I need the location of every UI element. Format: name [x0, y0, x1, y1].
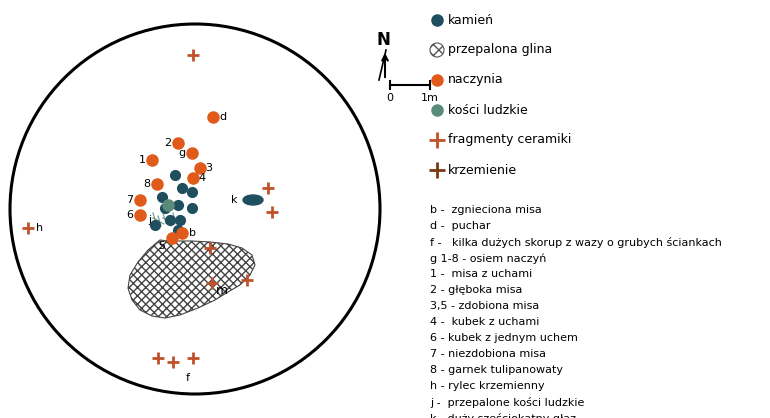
- Text: h: h: [36, 223, 43, 233]
- Text: k: k: [230, 195, 237, 205]
- Text: b: b: [189, 228, 196, 238]
- Text: N: N: [376, 31, 390, 49]
- Text: fragmenty ceramiki: fragmenty ceramiki: [448, 133, 571, 146]
- Text: 4 -  kubek z uchami: 4 - kubek z uchami: [430, 317, 539, 327]
- Text: m: m: [216, 283, 228, 296]
- Text: 4: 4: [199, 173, 206, 183]
- Text: j -  przepalone kości ludzkie: j - przepalone kości ludzkie: [430, 397, 584, 408]
- Text: h - rylec krzemienny: h - rylec krzemienny: [430, 381, 544, 391]
- Text: 6 - kubek z jednym uchem: 6 - kubek z jednym uchem: [430, 333, 578, 343]
- Ellipse shape: [243, 195, 263, 205]
- Text: 2: 2: [165, 138, 172, 148]
- Circle shape: [430, 43, 444, 57]
- Text: 3: 3: [206, 163, 213, 173]
- Text: 1: 1: [139, 155, 146, 165]
- Text: kości ludzkie: kości ludzkie: [448, 104, 527, 117]
- Text: 8 - garnek tulipanowaty: 8 - garnek tulipanowaty: [430, 365, 563, 375]
- Text: 1m: 1m: [421, 93, 439, 103]
- Text: 6: 6: [126, 210, 133, 220]
- Text: naczynia: naczynia: [448, 74, 504, 87]
- Text: 8: 8: [143, 179, 151, 189]
- Text: 1 -  misa z uchami: 1 - misa z uchami: [430, 269, 532, 279]
- Text: 3,5 - zdobiona misa: 3,5 - zdobiona misa: [430, 301, 539, 311]
- Text: g 1-8 - osiem naczyń: g 1-8 - osiem naczyń: [430, 253, 547, 263]
- Polygon shape: [128, 240, 255, 318]
- Text: f -   kilka dużych skorup z wazy o grubych ściankach: f - kilka dużych skorup z wazy o grubych…: [430, 237, 722, 248]
- Text: j: j: [148, 215, 151, 225]
- Text: 7 - niezdobiona misa: 7 - niezdobiona misa: [430, 349, 546, 359]
- Text: 2 - głęboka misa: 2 - głęboka misa: [430, 285, 522, 295]
- Text: g: g: [179, 148, 186, 158]
- Text: 5: 5: [159, 241, 166, 251]
- Text: kamień: kamień: [448, 13, 494, 26]
- Text: d: d: [219, 112, 226, 122]
- Text: 7: 7: [126, 195, 133, 205]
- Text: b -  zgnieciona misa: b - zgnieciona misa: [430, 205, 542, 215]
- Text: f: f: [186, 373, 190, 383]
- Text: krzemienie: krzemienie: [448, 163, 517, 176]
- Text: przepalona glina: przepalona glina: [448, 43, 552, 56]
- Text: k - duży sześciokątny głaz: k - duży sześciokątny głaz: [430, 413, 576, 418]
- Text: 0: 0: [387, 93, 393, 103]
- Text: d -  puchar: d - puchar: [430, 221, 490, 231]
